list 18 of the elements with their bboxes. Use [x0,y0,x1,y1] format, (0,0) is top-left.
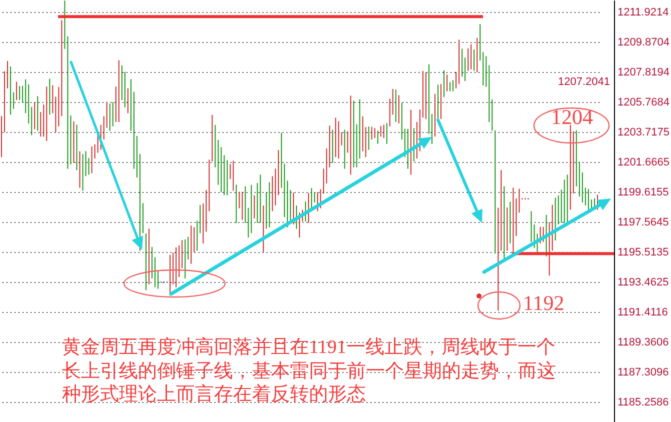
annotation: 1192 [523,291,564,315]
y-tick-label: 1189.3606 [618,336,669,348]
y-tick-label: 1185.2586 [618,396,669,408]
y-tick-label: 1195.5135 [618,246,669,258]
annotation: 1204 [551,105,594,129]
y-tick-label: 1187.3096 [618,366,669,378]
y-tick-label: 1199.6155 [618,186,669,198]
y-tick-label: 1205.7684 [618,96,670,108]
y-tick-label: 1211.9214 [618,6,669,18]
annotation: 1207.2041 [558,76,610,88]
y-tick-label: 1197.5645 [618,216,669,228]
annotation: 黄金周五再度冲高回落并且在1191一线止跌，周线收于一个长上引线的倒锤子线，基本雷同于前一个星期的走势，而这种形式理论上而言存在着反转的形态 [62,336,557,406]
y-tick-label: 1193.4625 [618,276,669,288]
y-tick-label: 1191.4116 [618,306,668,318]
y-tick-label: 1209.8704 [618,36,670,48]
y-tick-label: 1201.6665 [618,156,670,168]
y-tick-label: 1203.7175 [618,126,670,138]
y-tick-label: 1207.8194 [618,66,670,78]
